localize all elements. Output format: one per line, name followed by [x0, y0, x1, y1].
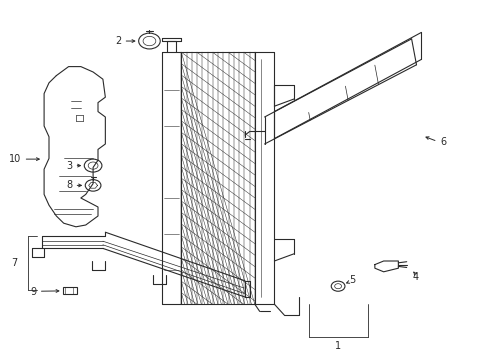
Bar: [63, 287, 77, 294]
Text: 2: 2: [115, 36, 122, 46]
Text: 7: 7: [11, 258, 17, 268]
Text: 6: 6: [440, 137, 446, 147]
Text: 5: 5: [349, 275, 355, 285]
Text: 9: 9: [30, 287, 37, 297]
Text: 10: 10: [9, 154, 21, 164]
Text: 8: 8: [67, 180, 73, 190]
Text: 4: 4: [413, 272, 418, 282]
Text: 3: 3: [67, 161, 73, 171]
Text: 1: 1: [335, 341, 341, 351]
